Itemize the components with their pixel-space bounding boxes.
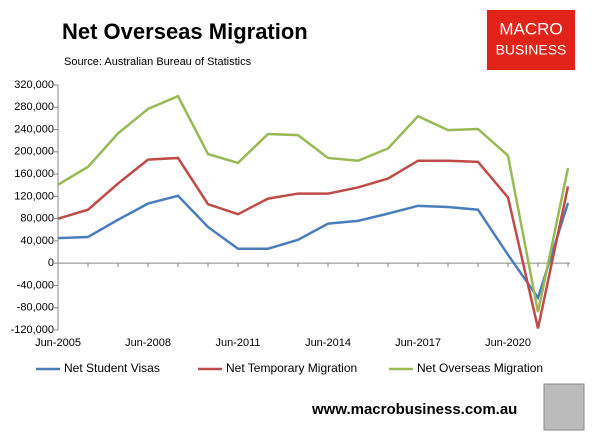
series-line — [57, 194, 570, 301]
x-tick-label: Jun-2008 — [125, 337, 171, 349]
x-tick-label: Jun-2020 — [485, 337, 531, 349]
series-line — [57, 94, 570, 313]
x-tick-label: Jun-2011 — [215, 337, 260, 349]
x-tick-label: Jun-2017 — [395, 337, 441, 349]
y-tick-label: -120,000 — [11, 324, 54, 336]
y-tick-label: 80,000 — [20, 213, 54, 225]
logo-text: MACRO — [499, 19, 562, 38]
chart-title: Net Overseas Migration — [62, 19, 308, 44]
x-tick-label: Jun-2005 — [35, 337, 81, 349]
logo-box — [487, 10, 575, 70]
y-tick-label: 40,000 — [20, 235, 54, 247]
y-tick-label: 160,000 — [14, 168, 54, 180]
legend-label: Net Student Visas — [64, 361, 160, 375]
y-tick-label: 320,000 — [14, 79, 54, 91]
chart-subtitle: Source: Australian Bureau of Statistics — [64, 56, 252, 68]
footer: www.macrobusiness.com.au — [311, 401, 517, 418]
y-tick-label: 240,000 — [14, 123, 54, 135]
y-tick-label: 280,000 — [14, 101, 54, 113]
wolf-icon — [543, 383, 585, 431]
y-tick-label: -80,000 — [17, 302, 54, 314]
y-tick-label: 120,000 — [14, 190, 54, 202]
legend-label: Net Overseas Migration — [417, 361, 543, 375]
series-line — [57, 156, 570, 329]
y-tick-label: -40,000 — [17, 279, 54, 291]
y-tick-label: 200,000 — [14, 146, 54, 158]
y-tick-label: 0 — [48, 257, 54, 269]
logo-text: BUSINESS — [496, 42, 567, 58]
x-tick-label: Jun-2014 — [305, 337, 351, 349]
legend-label: Net Temporary Migration — [226, 361, 357, 375]
